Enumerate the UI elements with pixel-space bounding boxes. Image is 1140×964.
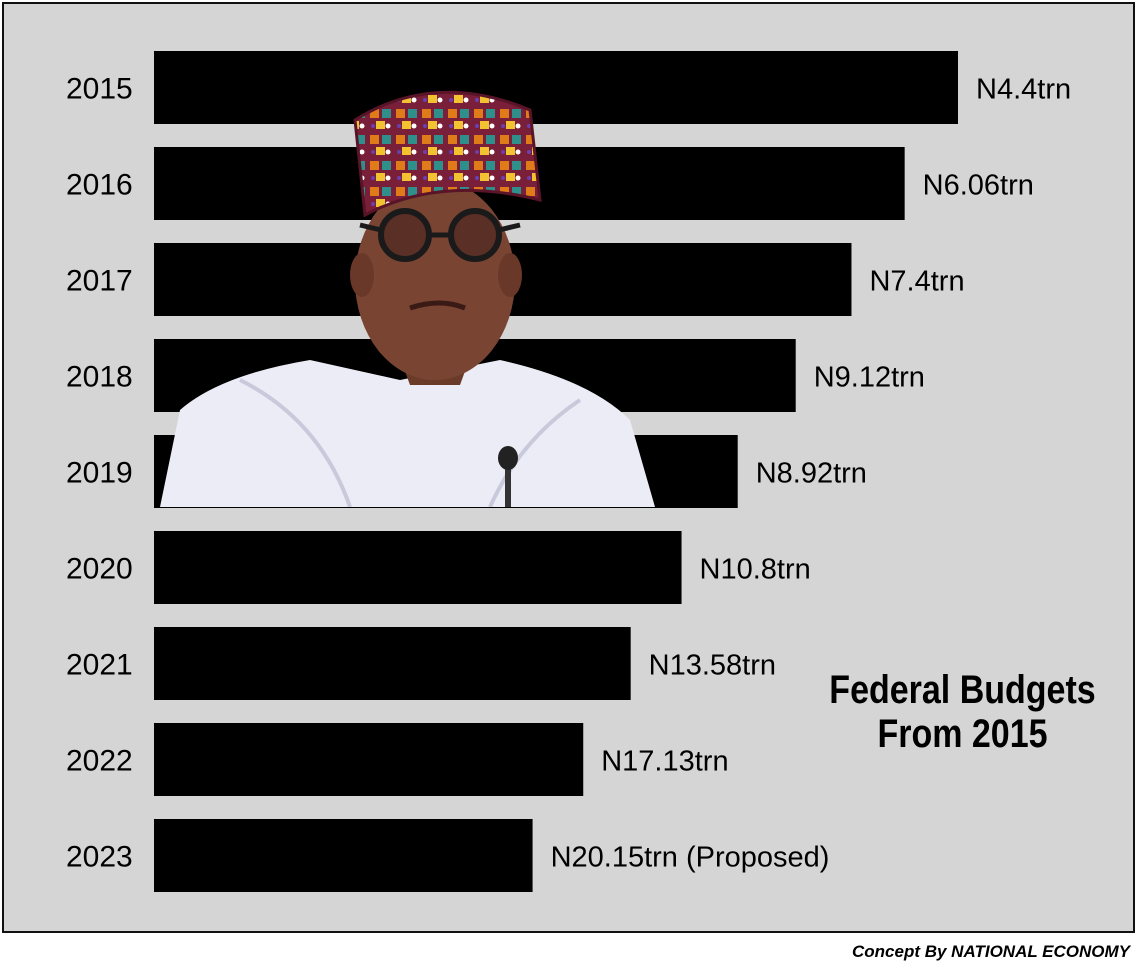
tick-label-2017: 2017 — [66, 265, 133, 298]
portrait-photo — [160, 80, 660, 507]
bar-2023 — [154, 819, 533, 892]
bar-2022 — [154, 723, 584, 796]
data-label-2019: N8.92trn — [756, 458, 867, 490]
tick-label-2016: 2016 — [66, 169, 133, 202]
data-label-2017: N7.4trn — [869, 266, 964, 298]
chart-title-line-1: Federal Budgets — [829, 668, 1096, 712]
bar-2021 — [154, 627, 631, 700]
data-label-2015: N4.4trn — [976, 74, 1071, 106]
tick-label-2021: 2021 — [66, 649, 133, 682]
credit-text: Concept By NATIONAL ECONOMY — [852, 942, 1130, 961]
data-label-2016: N6.06trn — [923, 170, 1034, 202]
bar-2020 — [154, 531, 682, 604]
tick-label-2020: 2020 — [66, 553, 133, 586]
chart-title: Federal Budgets From 2015 — [824, 668, 1100, 756]
tick-label-2019: 2019 — [66, 457, 133, 490]
data-label-2020: N10.8trn — [700, 554, 811, 586]
data-label-2023: N20.15trn (Proposed) — [551, 842, 830, 874]
data-label-2021: N13.58trn — [649, 650, 776, 682]
tick-label-2018: 2018 — [66, 361, 133, 394]
tick-label-2022: 2022 — [66, 745, 133, 778]
bar-2015 — [154, 51, 958, 124]
data-label-2022: N17.13trn — [601, 746, 728, 778]
chart-title-line-2: From 2015 — [877, 712, 1048, 756]
tick-label-2023: 2023 — [66, 841, 133, 874]
data-label-2018: N9.12trn — [814, 362, 925, 394]
tick-label-2015: 2015 — [66, 73, 133, 106]
